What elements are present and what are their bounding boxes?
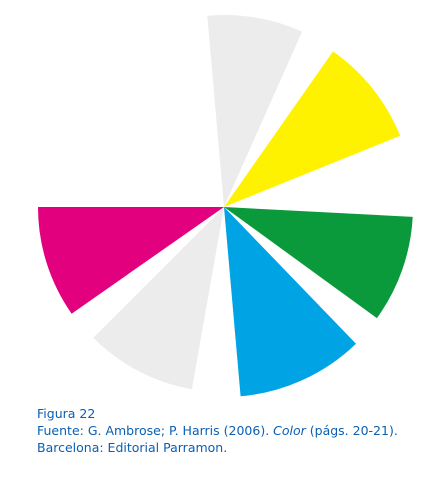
source-suffix: (págs. 20-21). Barcelona: Editorial Parr… — [37, 423, 398, 455]
wedge-lower-gray — [93, 207, 224, 390]
source-title: Color — [273, 423, 306, 438]
source-prefix: Fuente: G. Ambrose; P. Harris (2006). — [37, 423, 274, 438]
wedge-top-gray — [207, 14, 303, 207]
figure-caption: Figura 22 Fuente: G. Ambrose; P. Harris … — [37, 405, 407, 456]
figure-label: Figura 22 — [37, 406, 96, 421]
wedge-cyan — [224, 207, 356, 397]
figure-source: Fuente: G. Ambrose; P. Harris (2006). Co… — [37, 422, 407, 456]
wedge-green — [224, 207, 413, 319]
wedge-yellow — [224, 51, 401, 208]
wedge-magenta — [37, 207, 224, 314]
color-wheel-figure — [37, 14, 413, 397]
